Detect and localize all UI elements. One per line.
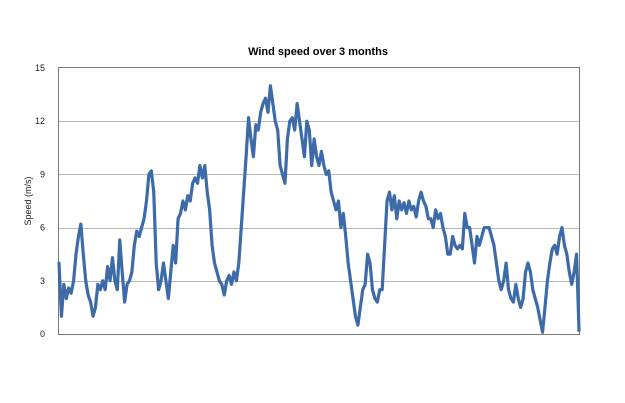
y-tick-label: 3 [40, 276, 45, 286]
plot-area-frame [58, 67, 580, 335]
gridlines [59, 121, 579, 282]
chart-title: Wind speed over 3 months [248, 46, 388, 58]
y-tick-label: 9 [40, 169, 45, 179]
y-axis-ticks: 0 3 6 9 12 15 [35, 63, 45, 339]
y-tick-label: 0 [40, 329, 45, 339]
series-layer [57, 84, 581, 334]
y-axis-label: Speed (m/s) [23, 176, 33, 225]
wind-speed-line [57, 84, 581, 334]
y-tick-label: 12 [35, 116, 45, 126]
y-tick-label: 6 [40, 223, 45, 233]
y-tick-label: 15 [35, 63, 45, 73]
